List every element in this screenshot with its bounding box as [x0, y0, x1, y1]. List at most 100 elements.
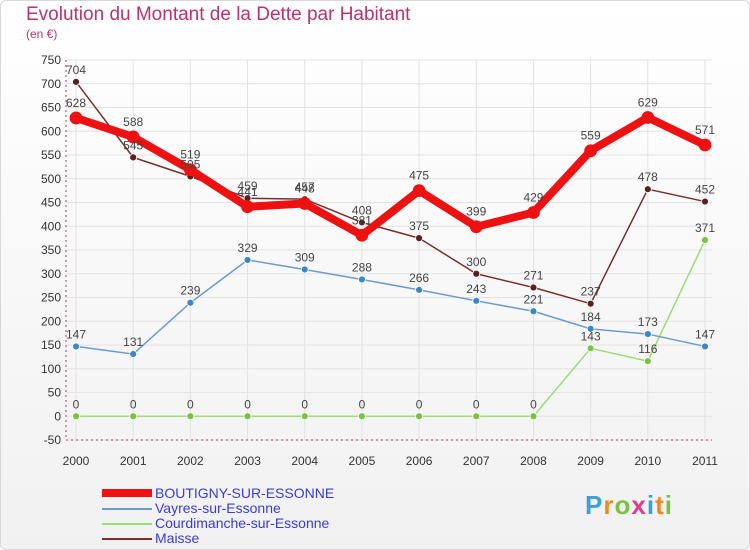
- x-tick-label: 2004: [291, 454, 318, 468]
- data-point: [586, 299, 595, 308]
- y-tick-label: -50: [44, 433, 62, 447]
- data-label: 329: [238, 241, 258, 255]
- data-label: 381: [352, 213, 372, 227]
- data-point: [300, 265, 309, 274]
- legend-label: Vayres-sur-Essonne: [155, 500, 281, 516]
- data-label: 131: [123, 335, 143, 349]
- data-point: [72, 412, 80, 421]
- data-point: [529, 412, 538, 421]
- data-label: 147: [695, 327, 715, 341]
- data-label: 452: [695, 183, 715, 197]
- data-point: [186, 298, 195, 307]
- data-label: 371: [695, 221, 715, 235]
- data-point: [412, 184, 426, 198]
- x-tick-label: 2007: [463, 454, 490, 468]
- data-label: 0: [73, 397, 80, 411]
- legend-label: BOUTIGNY-SUR-ESSONNE: [155, 485, 335, 501]
- data-label: 475: [409, 169, 429, 183]
- data-point: [241, 200, 254, 214]
- data-point: [300, 412, 309, 421]
- x-tick-label: 2000: [63, 454, 90, 468]
- data-label: 399: [466, 205, 486, 219]
- data-label: 0: [244, 397, 251, 411]
- x-tick-label: 2009: [577, 454, 604, 468]
- data-point: [469, 220, 483, 234]
- y-tick-label: 350: [41, 243, 61, 257]
- data-label: 478: [638, 170, 658, 184]
- data-label: 239: [180, 284, 200, 298]
- data-point: [126, 130, 140, 144]
- data-label: 628: [66, 96, 86, 110]
- data-point: [701, 236, 709, 244]
- y-tick-label: 750: [41, 53, 61, 67]
- data-label: 408: [352, 203, 372, 217]
- data-point: [298, 197, 312, 210]
- series-line: [75, 81, 706, 305]
- data-point: [129, 350, 138, 358]
- y-tick-label: 100: [41, 362, 61, 376]
- data-label: 505: [180, 157, 200, 171]
- y-tick-label: 150: [41, 338, 61, 352]
- data-point: [472, 412, 481, 421]
- y-tick-label: 250: [41, 291, 61, 305]
- data-label: 0: [473, 397, 480, 411]
- legend-swatch: [102, 508, 152, 510]
- data-point: [72, 77, 80, 86]
- y-tick-label: 650: [41, 101, 61, 115]
- data-label: 559: [581, 129, 601, 143]
- data-point: [701, 197, 709, 206]
- data-label: 375: [409, 219, 429, 233]
- data-label: 243: [466, 282, 486, 296]
- data-point: [641, 111, 655, 124]
- data-point: [243, 412, 252, 421]
- data-label: 0: [130, 397, 137, 411]
- x-tick-label: 2008: [520, 454, 547, 468]
- data-label: 173: [638, 315, 658, 329]
- data-label: 237: [581, 285, 601, 299]
- data-point: [529, 307, 538, 316]
- x-tick-label: 2002: [177, 454, 204, 468]
- data-label: 271: [523, 269, 543, 283]
- data-label: 143: [581, 329, 601, 343]
- data-point: [243, 256, 252, 264]
- legend-label: Courdimanche-sur-Essonne: [155, 515, 330, 531]
- data-point: [415, 285, 423, 294]
- data-point: [584, 144, 598, 158]
- data-point: [698, 138, 712, 152]
- y-tick-label: 500: [41, 172, 61, 186]
- data-point: [529, 283, 538, 292]
- data-point: [358, 412, 366, 421]
- data-label: 0: [359, 397, 366, 411]
- data-label: 309: [295, 250, 315, 264]
- data-point: [183, 163, 197, 177]
- data-point: [69, 111, 83, 125]
- series-line: [75, 239, 706, 417]
- data-point: [129, 412, 138, 421]
- x-tick-label: 2010: [634, 454, 661, 468]
- data-label: 300: [466, 255, 486, 269]
- data-point: [586, 344, 595, 353]
- data-label: 147: [66, 327, 86, 341]
- data-label: 457: [295, 180, 315, 194]
- data-label: 184: [581, 310, 601, 324]
- data-point: [472, 296, 481, 305]
- data-label: 459: [238, 179, 258, 193]
- x-tick-label: 2003: [234, 454, 261, 468]
- data-point: [415, 234, 423, 243]
- brand-logo: Proxiti: [585, 490, 673, 520]
- data-point: [72, 342, 80, 351]
- y-tick-label: 550: [41, 148, 61, 162]
- data-point: [129, 153, 138, 162]
- data-label: 545: [123, 138, 143, 152]
- data-label: 429: [523, 190, 543, 204]
- data-label: 519: [180, 148, 200, 162]
- data-label: 571: [695, 123, 715, 137]
- x-tick-label: 2006: [406, 454, 433, 468]
- series-line: [72, 113, 709, 240]
- y-tick-label: 400: [41, 219, 61, 233]
- chart-subtitle: (en €): [26, 27, 58, 41]
- y-tick-label: 450: [41, 196, 61, 210]
- data-label: 0: [416, 397, 423, 411]
